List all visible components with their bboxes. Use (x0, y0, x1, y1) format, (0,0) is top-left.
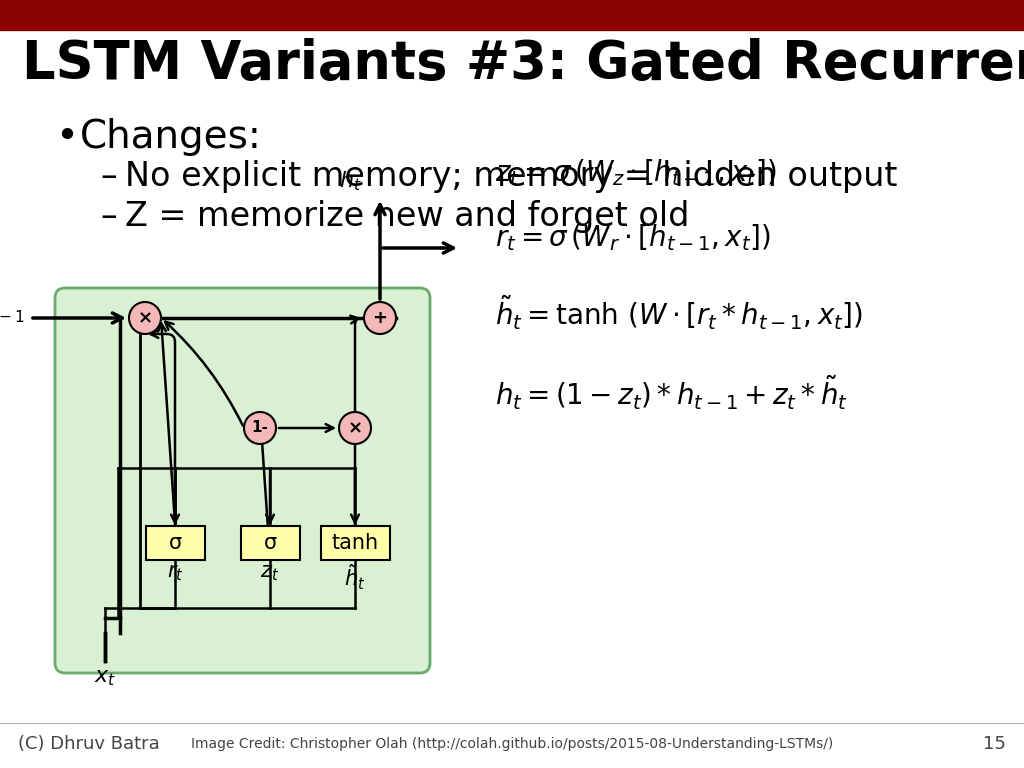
Text: $h_{t-1}$: $h_{t-1}$ (0, 301, 25, 325)
FancyBboxPatch shape (241, 526, 299, 560)
Text: +: + (373, 309, 387, 327)
Text: $r_t = \sigma\,(W_r \cdot [h_{t-1}, x_t])$: $r_t = \sigma\,(W_r \cdot [h_{t-1}, x_t]… (495, 223, 771, 253)
FancyBboxPatch shape (145, 526, 205, 560)
Text: No explicit memory; memory = hidden output: No explicit memory; memory = hidden outp… (125, 160, 897, 193)
Text: Image Credit: Christopher Olah (http://colah.github.io/posts/2015-08-Understandi: Image Credit: Christopher Olah (http://c… (190, 737, 834, 751)
Text: $\tilde{h}_t = \tanh\,(W \cdot [r_t * h_{t-1}, x_t])$: $\tilde{h}_t = \tanh\,(W \cdot [r_t * h_… (495, 294, 863, 333)
Text: σ: σ (263, 533, 276, 553)
Text: $z_t$: $z_t$ (260, 563, 280, 583)
Text: $r_t$: $r_t$ (167, 563, 183, 583)
Text: σ: σ (168, 533, 181, 553)
FancyBboxPatch shape (321, 526, 389, 560)
Text: –: – (100, 200, 117, 233)
Text: ×: × (347, 419, 362, 437)
Text: 1-: 1- (252, 421, 268, 435)
Circle shape (339, 412, 371, 444)
Text: tanh: tanh (332, 533, 379, 553)
Text: Changes:: Changes: (80, 118, 262, 156)
Text: –: – (100, 160, 117, 193)
Text: •: • (55, 118, 78, 156)
Circle shape (244, 412, 276, 444)
Bar (0, 0, 1024, 30)
Text: ×: × (137, 309, 153, 327)
Text: LSTM Variants #3: Gated Recurrent Units: LSTM Variants #3: Gated Recurrent Units (22, 38, 1024, 90)
Text: $h_t$: $h_t$ (339, 170, 362, 193)
Circle shape (129, 302, 161, 334)
Text: 15: 15 (983, 735, 1006, 753)
Text: Z = memorize new and forget old: Z = memorize new and forget old (125, 200, 689, 233)
Text: $z_t = \sigma\,(W_z \cdot [h_{t-1}, x_t])$: $z_t = \sigma\,(W_z \cdot [h_{t-1}, x_t]… (495, 157, 776, 188)
Text: $\tilde{h}_t$: $\tilde{h}_t$ (344, 563, 366, 592)
Text: $x_t$: $x_t$ (94, 668, 116, 688)
Text: $h_t = (1 - z_t) * h_{t-1} + z_t * \tilde{h}_t$: $h_t = (1 - z_t) * h_{t-1} + z_t * \tild… (495, 374, 848, 412)
Text: (C) Dhruv Batra: (C) Dhruv Batra (18, 735, 160, 753)
FancyBboxPatch shape (55, 288, 430, 673)
Circle shape (364, 302, 396, 334)
